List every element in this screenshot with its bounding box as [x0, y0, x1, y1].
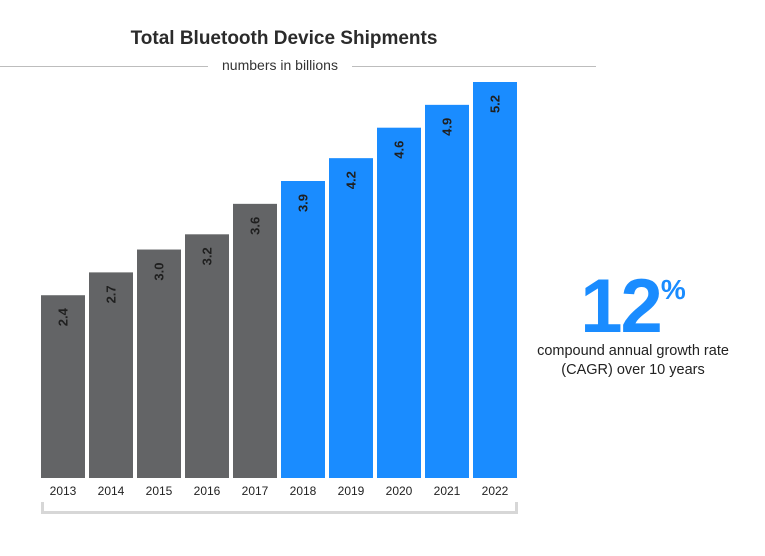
value-label-2016: 3.2	[200, 247, 215, 265]
chart-subtitle: numbers in billions	[222, 57, 338, 73]
bar-2014	[89, 272, 133, 478]
value-label-2013: 2.4	[56, 307, 71, 326]
x-tick-2018: 2018	[290, 484, 317, 498]
cagr-value: 12%	[528, 269, 738, 345]
cagr-caption-line-1: compound annual growth rate	[537, 343, 729, 359]
x-tick-labels-group: 2013 2014 2015 2016 2017 2018 2019 2020 2021 2022	[50, 484, 509, 498]
cagr-callout: 12% compound annual growth rate (CAGR) o…	[528, 269, 738, 380]
x-tick-2014: 2014	[98, 484, 125, 498]
x-tick-2017: 2017	[242, 484, 269, 498]
x-tick-2021: 2021	[434, 484, 461, 498]
value-labels-group: 2.4 2.7 3.0 3.2 3.6 3.9 4.2 4.6 4.9 5.2	[56, 95, 503, 326]
bar-2013	[41, 295, 85, 478]
cagr-percent-sign: %	[660, 274, 686, 305]
value-label-2020: 4.6	[392, 141, 407, 159]
x-axis-bracket	[41, 502, 518, 514]
x-tick-2013: 2013	[50, 484, 77, 498]
x-tick-2015: 2015	[146, 484, 173, 498]
bar-2019	[329, 158, 373, 478]
value-label-2022: 5.2	[488, 95, 503, 113]
cagr-caption-line-2: (CAGR) over 10 years	[561, 362, 705, 378]
value-label-2019: 4.2	[344, 171, 359, 189]
value-label-2021: 4.9	[440, 118, 455, 136]
subtitle-rule-right	[352, 66, 596, 67]
value-label-2017: 3.6	[248, 217, 263, 235]
x-tick-2020: 2020	[386, 484, 413, 498]
cagr-caption: compound annual growth rate (CAGR) over …	[528, 342, 738, 380]
bar-2016	[185, 234, 229, 478]
bars-group	[41, 82, 517, 478]
bar-2018	[281, 181, 325, 478]
x-tick-2019: 2019	[338, 484, 365, 498]
subtitle-row: numbers in billions	[0, 57, 596, 75]
bar-2017	[233, 203, 277, 478]
cagr-number: 12	[580, 264, 663, 349]
x-tick-2022: 2022	[482, 484, 509, 498]
bar-2020	[377, 127, 421, 478]
value-label-2018: 3.9	[296, 194, 311, 212]
value-label-2014: 2.7	[104, 285, 119, 303]
subtitle-rule-left	[0, 66, 208, 67]
bar-2015	[137, 249, 181, 478]
chart-title: Total Bluetooth Device Shipments	[130, 28, 438, 49]
x-tick-2016: 2016	[194, 484, 221, 498]
bar-2022	[473, 82, 517, 478]
bar-2021	[425, 104, 469, 478]
value-label-2015: 3.0	[152, 262, 167, 280]
